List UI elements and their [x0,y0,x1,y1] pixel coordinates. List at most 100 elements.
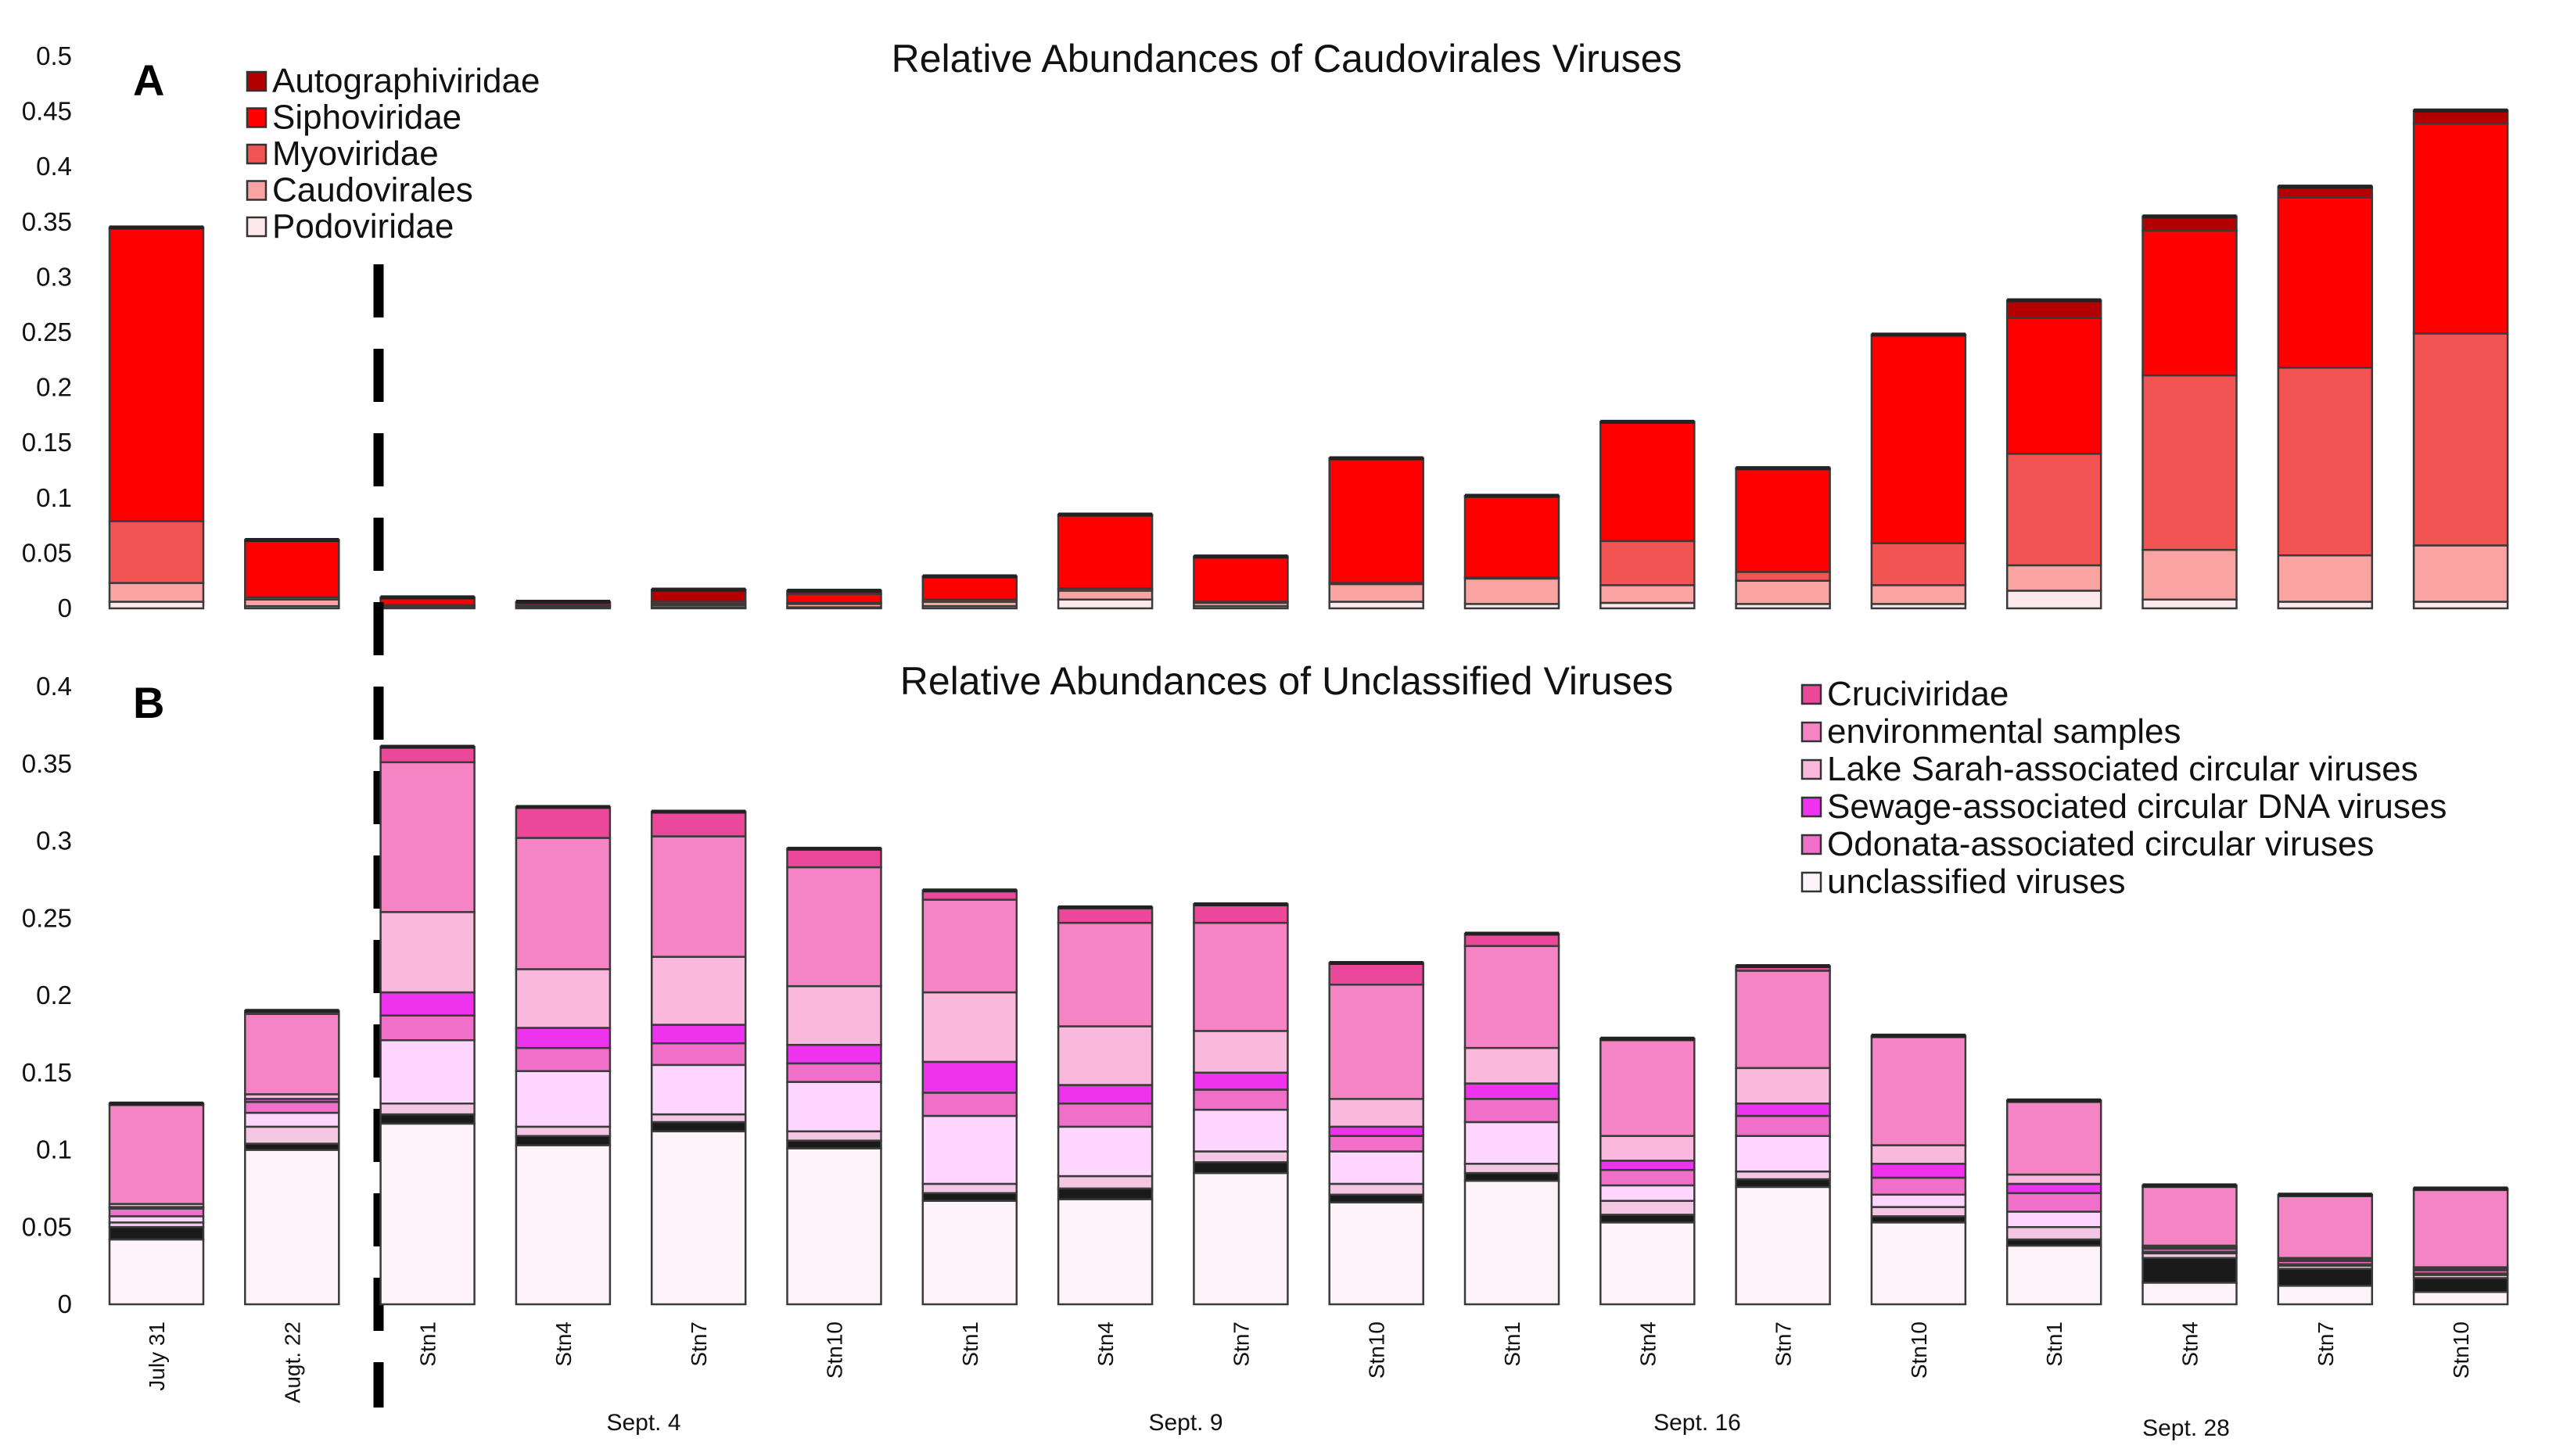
panel-b-bar-segment-lake-sarah-associated-circular-viruses [786,984,882,1046]
panel-a-bar-segment-siphoviridae [786,593,882,604]
panel-b-bar-segment-pink-minor-groups [244,1125,340,1145]
x-tick-label-stn4: Stn4 [1635,1322,1660,1367]
panel-b-bar-segment-unclassified-viruses [379,1122,476,1306]
panel-b-bar-segment-cruciviridae [1193,903,1289,924]
panel-b-bar-segment-pink-minor-groups [515,1125,612,1137]
panel-b-bar-segment-environmental-samples [1735,970,1831,1070]
panel-b-bar-segment-pink-minor-groups [1193,1150,1289,1164]
panel-b-y-tick-label: 0 [58,1289,72,1318]
panel-b-bar-segment-pink-minor-groups [1463,1163,1560,1174]
panel-a-bar-segment-podoviridae [2412,601,2509,610]
panel-b-bar-segment-odonata-associated-circular-viruses [2005,1210,2102,1228]
panel-a-legend-swatch-autographiviridae [246,70,267,92]
x-tick-label-stn1: Stn1 [416,1322,440,1367]
panel-b-legend-label-odonata-associated-circular-viruses: Odonata-associated circular viruses [1827,825,2374,863]
panel-b-bar-segment-pink-minor-groups [1328,1182,1424,1196]
panel-b-bar-segment-lake-sarah-associated-circular-viruses [379,911,476,994]
x-tick-label-july-31: July 31 [145,1322,169,1391]
panel-a-bar-segment-podoviridae [2142,598,2238,610]
panel-a-y-tick-label: 0.15 [22,428,72,457]
panel-b-bar-segment-cruciviridae [786,848,882,869]
panel-b-bar-segment-odonata-associated-circular-viruses [1735,1135,1831,1173]
panel-b-bar-segment-minor-groups [921,1092,1018,1117]
panel-b-y-axis: 0 0.05 0.1 0.15 0.2 0.25 0.3 0.35 0.4 [22,672,72,1318]
panel-b-bar-segment-environmental-samples [379,761,476,913]
panel-a-legend-swatch-podoviridae [246,216,267,238]
panel-b-bar-segment-lake-sarah-associated-circular-viruses [1057,1025,1154,1086]
panel-a-bar-segment-caudovirales [1057,590,1154,601]
panel-b-y-tick-label: 0.05 [22,1212,72,1241]
panel-b-legend-label-sewage-associated-circular-dna-viruses: Sewage-associated circular DNA viruses [1827,787,2447,826]
panel-b-bar-segment-odonata-associated-circular-viruses [1057,1125,1154,1178]
panel-b-bar-segment-environmental-samples [1328,983,1424,1100]
panel-b-bar-segment-black-minor-groups [1193,1161,1289,1174]
x-tick-label-stn1: Stn1 [958,1322,982,1367]
panel-a-bar-segment-siphoviridae [1870,334,1967,544]
panel-b-bar-segment-lake-sarah-associated-circular-viruses [1328,1098,1424,1128]
panel-a-y-tick-label: 0.1 [36,483,72,512]
group-label-sept-28: Sept. 28 [2142,1415,2230,1441]
panel-b-bar-segment-environmental-samples [2412,1189,2509,1268]
panel-a-legend-label-siphoviridae: Siphoviridae [272,99,461,137]
panel-b-bar-segment-lake-sarah-associated-circular-viruses [1193,1030,1289,1074]
x-tick-label-stn10: Stn10 [1907,1322,1931,1379]
panel-b-bar-segment-sewage-associated-circular-dna-viruses [515,1027,612,1049]
panel-b-bar-segment-black-minor-groups [379,1113,476,1125]
panel-a-chart: 0 0.05 0.1 0.15 0.2 0.25 0.3 0.35 0.4 0.45 0.5 A R… [22,37,2509,622]
panel-a-y-tick-label: 0.5 [36,41,72,70]
panel-b-bar-segment-cruciviridae [379,745,476,764]
panel-b-bar-segment-unclassified-viruses [2142,1282,2238,1306]
panel-b-bar-segment-pink-minor-groups [650,1113,747,1124]
panel-a-bar-segment-podoviridae [108,601,205,610]
panel-b-bar-segment-black-minor-groups [515,1135,612,1146]
panel-b-bar-segment-pink-minor-groups [921,1182,1018,1195]
panel-b-y-tick-label: 0.3 [36,827,72,855]
panel-b-bar-segment-sewage-associated-circular-dna-viruses [1870,1163,1967,1179]
panel-b-bar-segment-environmental-samples [1599,1039,1696,1137]
panel-b-bar-segment-lake-sarah-associated-circular-viruses [1599,1135,1696,1162]
panel-b-bar-segment-pink-minor-groups [379,1103,476,1116]
panel-b-bar-segment-cruciviridae [515,805,612,839]
panel-b-bar-segment-minor-groups [650,1042,747,1067]
panel-a-y-tick-label: 0.25 [22,317,72,346]
panel-b-bar-segment-environmental-samples [1463,945,1560,1049]
panel-a-y-tick-label: 0.45 [22,97,72,126]
panel-a-bar-segment-autographiviridae [2005,299,2102,319]
panel-b-bar-segment-environmental-samples [921,898,1018,994]
panel-a-bar-segment-myoviridae [2142,374,2238,551]
panel-a-legend-swatch-caudovirales [246,180,267,201]
panel-b-bar-segment-cruciviridae [1328,962,1424,986]
panel-a-y-tick-label: 0.2 [36,373,72,402]
panel-b-bar-segment-sewage-associated-circular-dna-viruses [1057,1084,1154,1105]
panel-b-bar-segment-minor-groups [1328,1135,1424,1153]
panel-b-bar-segment-pink-minor-groups [786,1130,882,1142]
panel-b-bar-segment-lake-sarah-associated-circular-viruses [1463,1046,1560,1085]
panel-b-bar-segment-black-minor-groups [1735,1178,1831,1189]
panel-b-legend-swatch-odonata-associated-circular-viruses [1800,834,1822,855]
panel-a-bar-segment-myoviridae [108,520,205,584]
panel-b-bar-segment-black-minor-groups [1463,1171,1560,1182]
panel-b-bar-segment-sewage-associated-circular-dna-viruses [1599,1160,1696,1171]
x-tick-label-stn10: Stn10 [1365,1322,1389,1379]
x-tick-label-stn4: Stn4 [2178,1322,2203,1367]
panel-b-bar-segment-unclassified-viruses [244,1149,340,1306]
panel-b-bar-segment-environmental-samples [2277,1195,2374,1259]
panel-b-bar-segment-lake-sarah-associated-circular-viruses [650,956,747,1026]
panel-b-bar-segment-black-minor-groups [2277,1268,2374,1287]
panel-b-bar-segment-odonata-associated-circular-viruses [1599,1184,1696,1202]
panel-a-y-tick-label: 0.35 [22,207,72,236]
panel-a-bar-segment-podoviridae [2277,601,2374,610]
panel-a-bar-segment-caudovirales [108,582,205,603]
panel-b-bar-segment-odonata-associated-circular-viruses [1463,1121,1560,1165]
panel-b-bar-segment-environmental-samples [2142,1185,2238,1247]
group-label-sept-4: Sept. 4 [606,1410,680,1436]
panel-a-bar-segment-siphoviridae [1463,496,1560,579]
panel-b-legend-label-environmental-samples: environmental samples [1827,712,2181,751]
panel-b-bar-segment-sewage-associated-circular-dna-viruses [650,1024,747,1045]
panel-a-title: Relative Abundances of Caudovirales Viru… [892,37,1682,81]
panel-b-bar-segment-odonata-associated-circular-viruses [1870,1193,1967,1208]
panel-b-bar-segment-unclassified-viruses [108,1238,205,1306]
panel-b-bar-segment-pink-minor-groups [1870,1206,1967,1218]
panel-b-bars [108,744,2509,1306]
